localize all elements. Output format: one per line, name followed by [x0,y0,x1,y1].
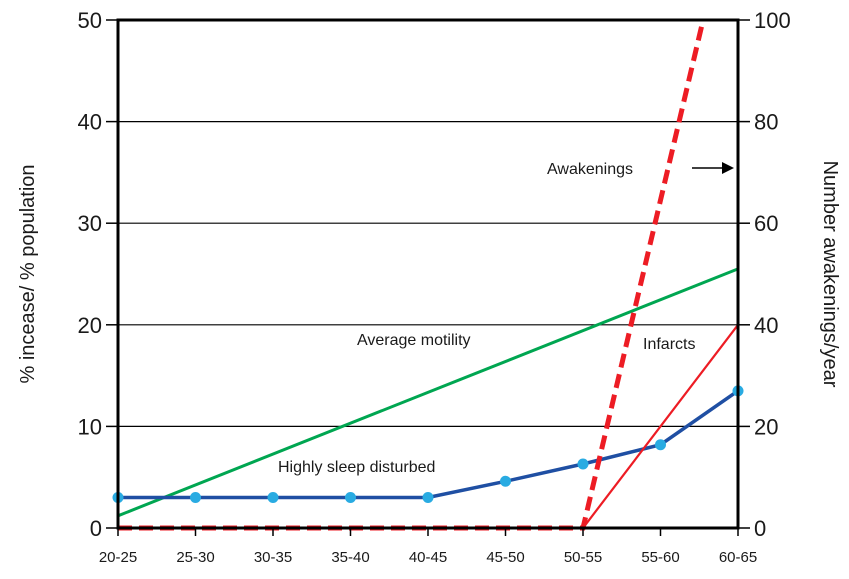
left-tick-label: 50 [78,8,102,33]
left-tick-label: 10 [78,414,102,439]
x-tick-label: 40-45 [409,549,447,566]
awakenings-line [118,19,706,531]
right-axis-title: Number awakenings/year [819,161,841,388]
left-tick-label: 40 [78,110,102,135]
x-tick-label: 55-60 [641,549,679,566]
highly-sleep-disturbed-line [118,389,739,500]
highly-sleep-disturbed-point [422,492,434,504]
right-tick-label: 100 [754,8,791,33]
left-axis-title: % incease/ % population [17,164,39,383]
series-layer [112,19,744,531]
right-tick-label: 60 [754,211,778,236]
infarcts-label: Infarcts [643,336,695,353]
left-y-axis: 0 10 20 30 40 50 [78,8,118,541]
annotations: Average motility Highly sleep disturbed … [278,161,734,476]
x-tick-label: 45-50 [486,549,524,566]
x-tick-label: 30-35 [254,549,292,566]
highly-sleep-disturbed-point [655,439,666,451]
left-tick-label: 0 [90,516,102,541]
average-motility-line [117,267,739,518]
right-tick-label: 80 [754,110,778,135]
highly-sleep-disturbed-point [345,492,356,504]
highly-sleep-disturbed-point [577,458,589,470]
x-tick-label: 50-55 [564,549,602,566]
right-tick-label: 40 [754,313,778,338]
x-axis: 20-25 25-30 30-35 35-40 40-45 45-50 50-55 55-60… [99,528,757,566]
highly-sleep-disturbed-point [500,475,511,487]
average-motility-label: Average motility [357,332,471,349]
x-tick-label: 20-25 [99,549,137,566]
awakenings-label: Awakenings [547,161,633,178]
arrow-head [722,162,734,174]
highly-sleep-disturbed-label: Highly sleep disturbed [278,459,435,476]
left-tick-label: 30 [78,211,102,236]
x-tick-label: 60-65 [719,549,757,566]
right-arrow-icon [692,162,734,174]
highly-sleep-disturbed-point [190,492,201,504]
left-tick-label: 20 [78,313,102,338]
highly-sleep-disturbed-point [267,492,279,504]
right-tick-label: 0 [754,516,766,541]
x-tick-label: 25-30 [176,549,214,566]
right-y-axis: 0 20 40 60 80 100 [738,8,791,541]
x-tick-label: 35-40 [331,549,369,566]
right-tick-label: 20 [754,414,778,439]
